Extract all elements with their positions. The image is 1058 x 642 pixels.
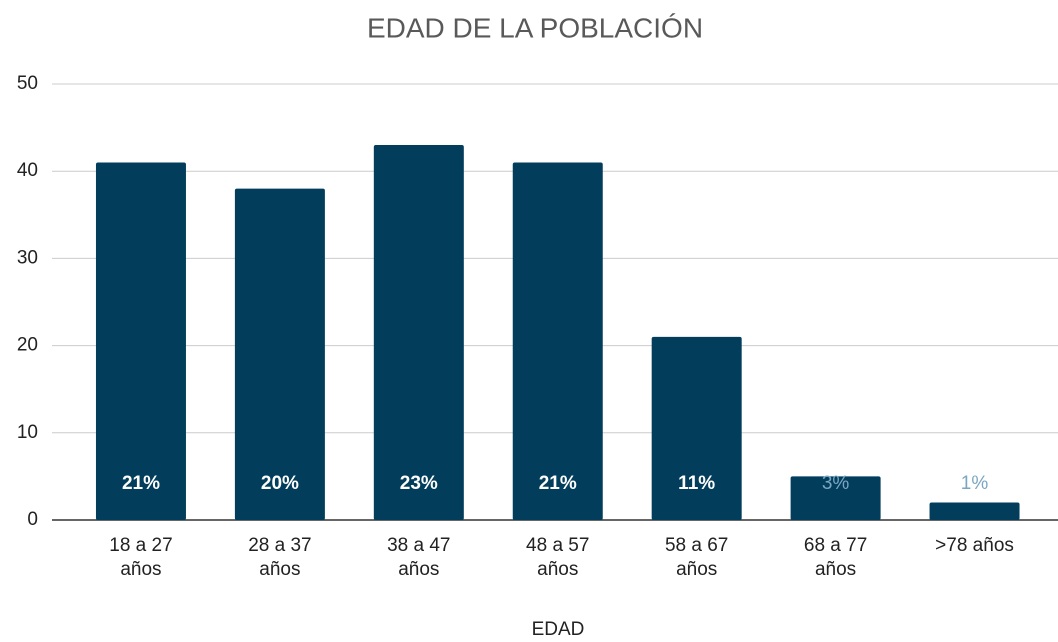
x-axis-label: EDAD <box>532 619 585 640</box>
y-tick-label: 50 <box>17 73 38 94</box>
x-tick-label: 48 a 57 años <box>526 535 590 580</box>
bar <box>234 188 325 520</box>
y-tick-label: 40 <box>17 160 38 181</box>
x-tick-label: 68 a 77 años <box>803 535 868 580</box>
chart-title: EDAD DE LA POBLACIÓN <box>367 12 703 43</box>
bar <box>512 162 603 521</box>
x-tick-label: 58 a 67 años <box>664 535 729 580</box>
bar <box>373 145 464 521</box>
data-label: 21% <box>122 473 160 494</box>
x-tick-label: 38 a 47 años <box>387 535 451 580</box>
bar <box>790 476 881 520</box>
x-tick-label: 28 a 37 años <box>248 535 312 580</box>
bar <box>651 336 742 520</box>
y-tick-label: 0 <box>27 509 38 530</box>
data-label: 3% <box>822 473 850 494</box>
bar <box>95 162 186 521</box>
x-tick-label: 18 a 27 años <box>109 535 173 580</box>
y-tick-label: 30 <box>17 247 38 268</box>
data-label: 20% <box>261 473 299 494</box>
x-tick-label: >78 años <box>935 535 1014 556</box>
data-label: 21% <box>539 473 577 494</box>
data-label: 11% <box>678 473 715 494</box>
y-tick-label: 20 <box>17 335 38 356</box>
data-label: 23% <box>400 473 438 494</box>
bar <box>929 502 1020 520</box>
y-tick-label: 10 <box>17 422 38 443</box>
data-label: 1% <box>961 473 989 494</box>
